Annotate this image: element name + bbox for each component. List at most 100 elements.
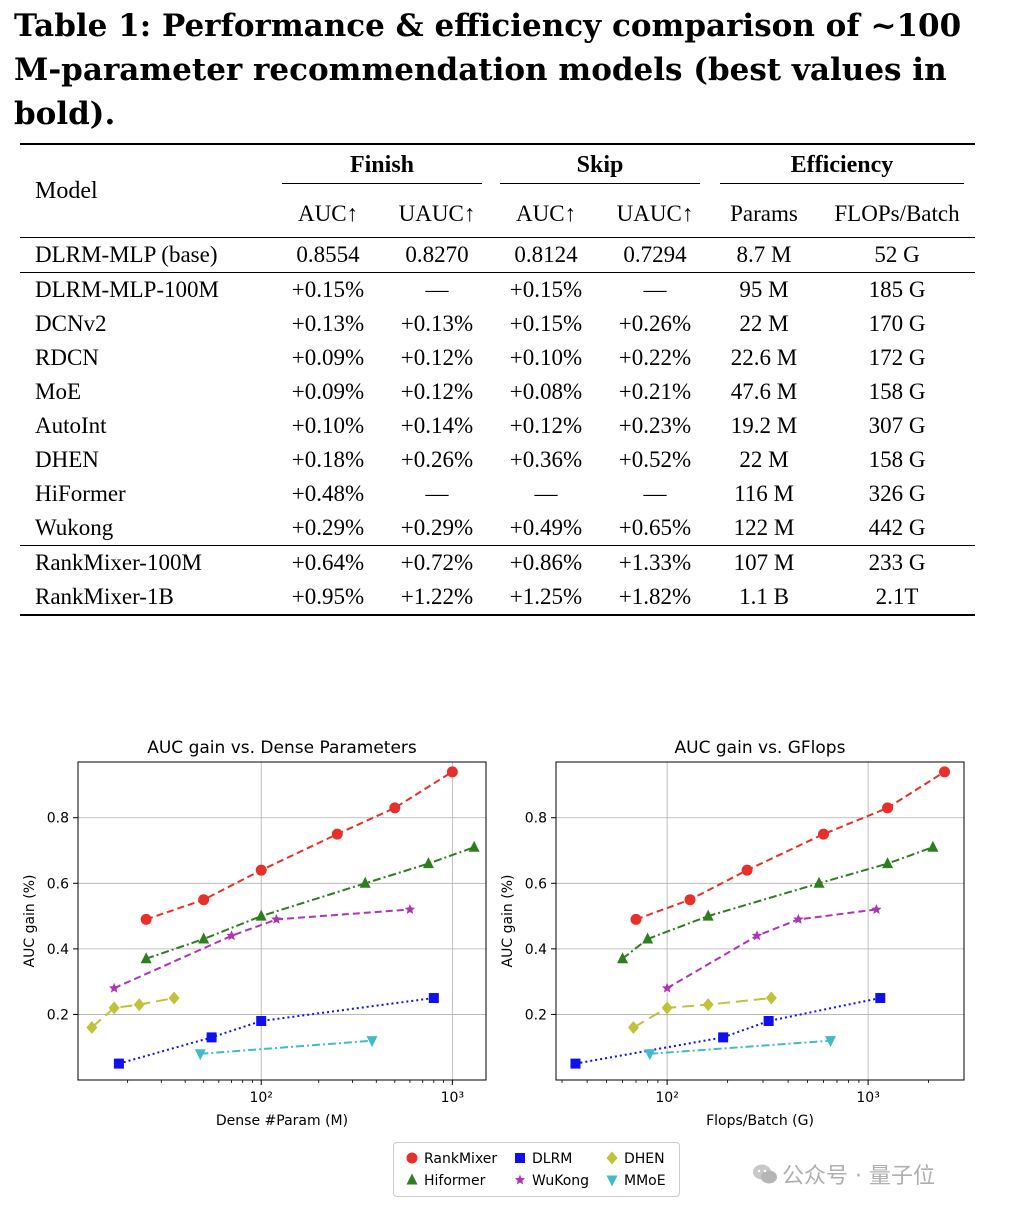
- y-tick-label: 0.8: [47, 811, 69, 827]
- y-tick-label: 0.4: [47, 942, 69, 958]
- table-cell: —: [534, 481, 558, 506]
- data-point: [255, 909, 267, 921]
- table-cell: 8.7 M: [709, 237, 819, 273]
- table-cell: +0.65%: [618, 515, 692, 540]
- table-cell: DCNv2: [35, 311, 107, 336]
- table-cell: +0.15%: [509, 311, 583, 336]
- table-row: HiFormer +0.48% — — — 116 M 326 G: [20, 477, 975, 511]
- data-point: [702, 909, 714, 921]
- data-point: [871, 904, 882, 914]
- table-row-base: DLRM-MLP (base) 0.8554 0.8270 0.8124 0.7…: [20, 237, 975, 273]
- table-cell: +0.13%: [291, 311, 365, 336]
- legend: RankMixer Hiformer DLRM WuKong DHEN MMoE: [393, 1142, 680, 1197]
- series-line: [91, 997, 175, 1029]
- y-axis-label: AUC gain (%): [22, 875, 38, 968]
- data-point: [226, 930, 237, 941]
- table-cell: 122 M: [733, 515, 795, 540]
- series-line: [649, 1039, 831, 1055]
- series-line: [621, 846, 934, 960]
- table-row: Wukong +0.29% +0.29% +0.49% +0.65% 122 M 442 G: [20, 511, 975, 546]
- table-cell: 47.6 M: [730, 379, 798, 404]
- series-dhen: [627, 991, 777, 1035]
- group-header-row: Model Finish Skip Efficiency: [20, 143, 975, 238]
- legend-item-mmoe: MMoE: [606, 1173, 666, 1189]
- data-point: [630, 913, 642, 925]
- group-header-efficiency: Efficiency: [709, 143, 975, 191]
- table-cell: +0.15%: [491, 272, 601, 307]
- table-cell: +0.09%: [291, 345, 365, 370]
- data-point: [140, 913, 152, 925]
- data-point: [818, 828, 830, 840]
- table-cell: +0.14%: [400, 413, 474, 438]
- series-line: [666, 908, 877, 990]
- data-point: [428, 993, 439, 1004]
- legend-marker: [406, 1173, 418, 1185]
- data-point: [140, 952, 152, 964]
- table-cell: +0.08%: [509, 379, 583, 404]
- series-mmoe: [194, 1036, 378, 1061]
- table-cell: 0.8270: [383, 237, 491, 273]
- data-point: [271, 913, 282, 924]
- table-cell: +0.13%: [400, 311, 474, 336]
- data-point: [570, 1058, 581, 1069]
- figures: 0.2 0.4 0.6 0.8 10² 10³ AUC gain vs. Dense Par…: [22, 738, 965, 1129]
- x-tick-label: 10³: [441, 1090, 464, 1106]
- table-cell: 326 G: [868, 481, 926, 506]
- table-cell: 158 G: [868, 379, 926, 404]
- series-dlrm: [113, 993, 439, 1069]
- table-cell: —: [383, 272, 491, 307]
- data-point: [661, 1001, 673, 1015]
- data-point: [765, 991, 777, 1005]
- table-cell: 107 M: [709, 545, 819, 580]
- table-cell: DLRM-MLP-100M: [20, 272, 273, 307]
- table-cell: 185 G: [819, 272, 975, 307]
- data-point: [194, 1049, 206, 1061]
- table-cell: +0.95%: [273, 580, 383, 616]
- table-cell: DHEN: [35, 447, 99, 472]
- data-point: [751, 930, 763, 941]
- table-cell: +0.10%: [291, 413, 365, 438]
- series-wukong: [108, 904, 416, 993]
- sub-header: UAUC↑: [398, 201, 476, 226]
- plot-frame: [555, 761, 965, 1081]
- table-cell: —: [601, 272, 709, 307]
- table-cell: 0.8554: [273, 237, 383, 273]
- data-point: [256, 1015, 267, 1026]
- data-point: [446, 766, 458, 778]
- y-tick-label: 0.6: [525, 876, 547, 892]
- legend-label: MMoE: [624, 1173, 666, 1189]
- table-cell: 22.6 M: [730, 345, 798, 370]
- table-row: DLRM-MLP-100M +0.15% — +0.15% —95 M 185 G: [20, 272, 975, 307]
- legend-marker: [514, 1174, 526, 1185]
- table-cell: +0.72%: [383, 545, 491, 580]
- legend-label: Hiformer: [424, 1173, 486, 1189]
- sub-header: FLOPs/Batch: [834, 201, 960, 226]
- table-cell: 158 G: [868, 447, 926, 472]
- x-tick-label: 10²: [655, 1090, 678, 1106]
- data-point: [793, 913, 804, 924]
- legend-item-dhen: DHEN: [606, 1151, 665, 1167]
- data-point: [389, 802, 401, 814]
- data-point: [702, 998, 714, 1012]
- table-cell: +0.22%: [618, 345, 692, 370]
- table-cell: 22 M: [739, 311, 789, 336]
- sub-header: Params: [730, 201, 798, 226]
- legend-label: DLRM: [532, 1151, 572, 1167]
- sub-header: UAUC↑: [616, 201, 694, 226]
- data-point: [422, 857, 434, 869]
- legend-item-hiformer: Hiformer: [406, 1173, 486, 1189]
- table-cell: +0.12%: [509, 413, 583, 438]
- data-point: [644, 1049, 656, 1061]
- series-line: [113, 908, 410, 990]
- series-dlrm: [570, 993, 886, 1069]
- data-point: [366, 1036, 378, 1048]
- table-cell: +0.18%: [291, 447, 365, 472]
- y-tick-label: 0.6: [47, 876, 69, 892]
- table-row-rankmixer: RankMixer-1B +0.95% +1.22% +1.25% +1.82% 1.1 …: [20, 580, 975, 616]
- legend-marker: [606, 1175, 618, 1187]
- group-header-finish: Finish: [273, 143, 491, 191]
- table-cell: 170 G: [868, 311, 926, 336]
- data-point: [825, 1036, 837, 1048]
- legend-item-rankmixer: RankMixer: [406, 1151, 497, 1167]
- table-cell: Wukong: [35, 515, 114, 540]
